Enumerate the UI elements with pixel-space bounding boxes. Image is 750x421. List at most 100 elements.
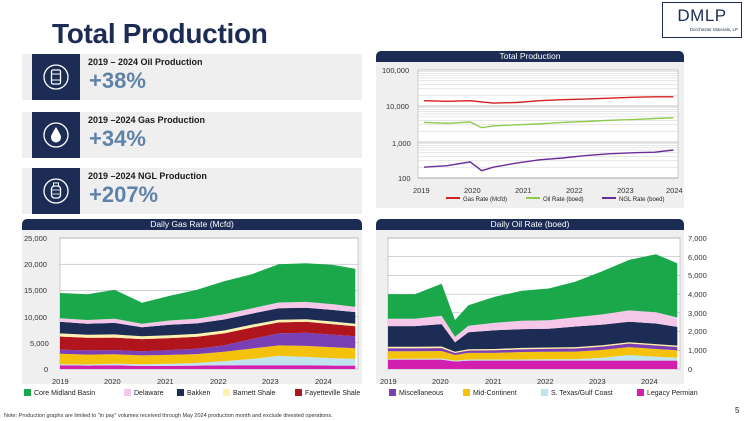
area-series <box>388 310 678 343</box>
y-tick: 100 <box>398 174 411 183</box>
gas-rate-chart <box>59 237 359 370</box>
x-tick: 2022 <box>210 377 227 386</box>
y-tick: 10,000 <box>24 313 47 322</box>
legend-fayetteville: Fayetteville Shale <box>295 389 360 397</box>
legend-swatch <box>463 389 470 396</box>
area-series <box>388 347 678 361</box>
legend-swatch <box>124 389 131 396</box>
gas-drop-icon <box>43 122 69 148</box>
panel-header: Daily Gas Rate (Mcfd) <box>22 219 362 230</box>
stat-icon-box <box>32 168 80 214</box>
gas-rate-panel: Daily Gas Rate (Mcfd) 25,000 20,000 15,0… <box>22 219 362 386</box>
total-production-panel: Total Production 100,000 10,000 1,000 10… <box>376 51 684 208</box>
x-tick: 2023 <box>262 377 279 386</box>
logo-subtitle: Dorchester Minerals, LP <box>689 27 738 32</box>
stat-card-oil: 2019 – 2024 Oil Production +38% <box>22 54 362 100</box>
stat-value: +34% <box>89 126 146 151</box>
x-tick: 2019 <box>413 186 430 195</box>
x-tick: 2024 <box>666 186 683 195</box>
legend-swatch <box>637 389 644 396</box>
legend-delaware: Delaware <box>124 389 164 397</box>
page-title: Total Production <box>52 18 268 49</box>
legend-ngl-rate: NGL Rate (boed) <box>602 197 664 203</box>
legend-legacy-permian: Legacy Permian <box>637 389 698 397</box>
x-tick: 2021 <box>485 377 502 386</box>
y-tick: 5,000 <box>688 271 707 280</box>
area-series <box>388 321 678 352</box>
stat-icon-box <box>32 112 80 158</box>
y-tick: 6,000 <box>688 253 707 262</box>
legend-barnett: Barnett Shale <box>223 389 275 397</box>
legend-swatch <box>295 389 302 396</box>
legend-swatch <box>541 389 548 396</box>
oil-rate-chart <box>387 237 681 370</box>
series-line <box>423 149 674 172</box>
series-line <box>423 96 674 104</box>
stat-card-gas: 2019 –2024 Gas Production +34% <box>22 112 362 158</box>
legend-oil-rate: Oil Rate (boed) <box>526 197 584 203</box>
panel-header: Total Production <box>376 51 684 62</box>
y-tick: 5,000 <box>30 339 49 348</box>
x-tick: 2020 <box>104 377 121 386</box>
y-tick: 3,000 <box>688 309 707 318</box>
y-tick: 4,000 <box>688 290 707 299</box>
stat-card-ngl: 2019 –2024 NGL Production +207% <box>22 168 362 214</box>
area-series <box>60 321 356 352</box>
legend-swatch <box>223 389 230 396</box>
area-series <box>60 365 356 369</box>
x-tick: 2024 <box>641 377 658 386</box>
area-series <box>60 345 356 365</box>
legend-gas-rate: Gas Rate (Mcfd) <box>446 197 507 203</box>
page-number: 5 <box>735 406 740 415</box>
total-production-chart <box>417 69 679 179</box>
stat-label: 2019 – 2024 Oil Production <box>88 57 203 67</box>
x-tick: 2019 <box>52 377 69 386</box>
footnote: Note: Production graphs are limited to "… <box>4 413 333 419</box>
y-tick: 7,000 <box>688 234 707 243</box>
series-line <box>423 117 674 129</box>
stat-label: 2019 –2024 NGL Production <box>88 171 207 181</box>
y-tick: 1,000 <box>392 139 411 148</box>
plot-area <box>417 69 679 179</box>
x-tick: 2021 <box>515 186 532 195</box>
stat-icon-box <box>32 54 80 100</box>
y-tick: 25,000 <box>24 234 47 243</box>
legend-core-midland: Core Midland Basin <box>24 389 95 397</box>
area-series <box>388 254 678 337</box>
panel-header: Daily Oil Rate (boed) <box>376 219 684 230</box>
area-series <box>60 355 356 366</box>
legend-mid-continent: Mid-Continent <box>463 389 517 397</box>
y-tick: 1,000 <box>688 346 707 355</box>
legend-swatch <box>24 389 31 396</box>
area-series <box>60 301 356 328</box>
x-tick: 2022 <box>566 186 583 195</box>
area-series <box>60 319 356 340</box>
legend-swatch <box>177 389 184 396</box>
company-logo: DMLP Dorchester Minerals, LP <box>662 2 742 38</box>
x-tick: 2020 <box>464 186 481 195</box>
y-tick: 100,000 <box>382 66 410 75</box>
area-series <box>60 332 356 356</box>
y-tick: 15,000 <box>24 286 47 295</box>
stat-label: 2019 –2024 Gas Production <box>88 115 206 125</box>
legend-miscellaneous: Miscellaneous <box>389 389 443 397</box>
legend-south-texas: S. Texas/Gulf Coast <box>541 389 613 397</box>
legend-bakken: Bakken <box>177 389 210 397</box>
x-tick: 2023 <box>617 186 634 195</box>
area-series <box>388 343 678 355</box>
oil-rate-panel: Daily Oil Rate (boed) 7,000 6,000 5,000 … <box>376 219 707 386</box>
x-tick: 2023 <box>589 377 606 386</box>
stat-value: +207% <box>89 182 159 207</box>
x-tick: 2020 <box>432 377 449 386</box>
area-series <box>60 307 356 337</box>
x-tick: 2024 <box>315 377 332 386</box>
y-tick: 10,000 <box>386 102 409 111</box>
x-tick: 2021 <box>157 377 174 386</box>
legend-swatch <box>389 389 396 396</box>
x-tick: 2019 <box>380 377 397 386</box>
area-series <box>60 263 356 324</box>
area-series <box>388 355 678 362</box>
logo-text: DMLP <box>677 6 727 25</box>
y-tick: 2,000 <box>688 327 707 336</box>
y-tick: 20,000 <box>24 260 47 269</box>
